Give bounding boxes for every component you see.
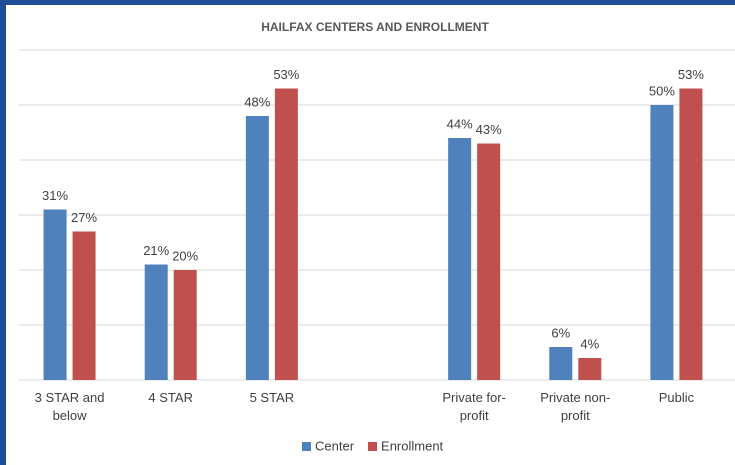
x-tick-label: 3 STAR and below [34, 390, 105, 423]
data-label: 31% [42, 188, 68, 203]
bar [245, 116, 269, 380]
bar [274, 88, 298, 380]
bar [173, 270, 197, 380]
data-label: 27% [71, 210, 97, 225]
data-label: 53% [678, 67, 704, 82]
x-tick-label: 4 STAR [148, 390, 193, 405]
data-label: 43% [476, 122, 502, 137]
x-tick-label: Private for-profit [442, 390, 506, 423]
bar [72, 231, 96, 380]
bar [477, 143, 501, 380]
data-label: 20% [172, 248, 198, 263]
data-label: 4% [580, 336, 599, 351]
bar [549, 347, 573, 380]
data-label: 48% [244, 94, 270, 109]
x-tick-label: 5 STAR [249, 390, 295, 405]
bar [43, 209, 67, 380]
legend-swatch [368, 442, 378, 451]
legend-label: Enrollment [381, 438, 444, 453]
bar [448, 138, 472, 380]
legend-swatch [302, 442, 311, 451]
data-label: 6% [551, 325, 570, 340]
bar [144, 264, 168, 380]
bar [679, 88, 703, 380]
chart-title: HAILFAX CENTERS AND ENROLLMENT [261, 20, 489, 34]
x-tick-label: Public [658, 390, 695, 405]
legend-label: Center [315, 438, 355, 453]
bar [650, 105, 674, 380]
data-label: 50% [649, 83, 675, 98]
data-label: 53% [273, 67, 299, 82]
data-label: 44% [447, 116, 473, 131]
x-tick-label: Private non-profit [540, 390, 611, 423]
data-label: 21% [143, 243, 169, 258]
bar [578, 358, 602, 380]
